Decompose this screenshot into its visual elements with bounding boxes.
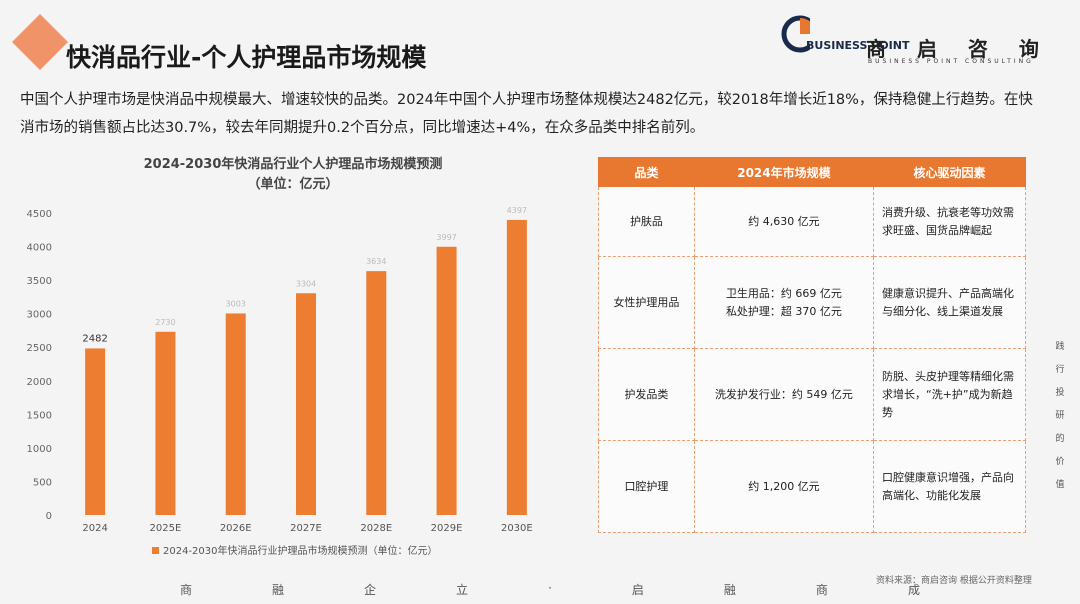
size-cell: 约 1,200 亿元	[693, 440, 875, 533]
size-line: 洗发护发行业：约 549 亿元	[714, 387, 853, 401]
y-tick-label: 2000	[27, 377, 52, 388]
motto-char: 立	[456, 583, 469, 597]
chart-subtitle: （单位：亿元）	[247, 176, 338, 192]
bar	[366, 271, 387, 515]
driver-cell: 口腔健康意识增强，产品向高端化、功能化发展	[873, 440, 1026, 533]
size-cell: 洗发护发行业：约 549 亿元	[693, 348, 875, 441]
x-tick-label: 2029E	[431, 523, 463, 534]
driver-cell: 防脱、头皮护理等精细化需求增长，“洗+护”成为新趋势	[873, 348, 1026, 441]
size-line: 卫生用品：约 669 亿元	[725, 286, 842, 300]
motto-char: 融	[272, 583, 285, 597]
corner-deco	[12, 14, 68, 70]
x-tick-label: 2028E	[360, 523, 392, 534]
value-label: 3304	[296, 279, 316, 288]
source: 资料来源：商启咨询 根据公开资料整理	[876, 576, 1032, 586]
x-tick-label: 2026E	[220, 523, 252, 534]
legend-label: 2024-2030年快消品行业护理品市场规模预测（单位：亿元）	[163, 544, 438, 557]
category-cell: 口腔护理	[598, 440, 695, 533]
value-label: 3003	[226, 299, 246, 308]
motto-char: ·	[548, 581, 552, 595]
y-tick-label: 500	[33, 477, 52, 488]
bar	[85, 348, 106, 515]
value-label: 3997	[436, 233, 456, 242]
bar	[436, 246, 457, 515]
page-title: 快消品行业-个人护理品市场规模	[66, 43, 427, 72]
bar	[225, 313, 246, 515]
chart-title: 2024-2030年快消品行业个人护理品市场规模预测	[144, 156, 443, 172]
motto-char: 成	[907, 583, 920, 597]
table-row: 护肤品 约 4,630 亿元 消费升级、抗衰老等功效需求旺盛、国货品牌崛起	[598, 186, 1026, 257]
size-line: 约 4,630 亿元	[748, 214, 820, 228]
value-label: 2482	[82, 333, 107, 344]
y-tick-label: 0	[46, 511, 52, 522]
motto-char: 商	[180, 583, 193, 597]
value-label: 4397	[507, 206, 527, 215]
table-row: 口腔护理 约 1,200 亿元 口腔健康意识增强，产品向高端化、功能化发展	[598, 440, 1026, 533]
size-cell: 约 4,630 亿元	[693, 186, 875, 257]
chart: 2024-2030年快消品行业个人护理品市场规模预测 （单位：亿元） 0 500 1…	[27, 156, 533, 557]
x-tick-label: 2024	[82, 523, 107, 534]
y-tick-label: 3500	[27, 276, 52, 287]
table-header: 2024年市场规模	[693, 157, 875, 187]
logo-mark	[781, 15, 810, 53]
table-header: 品类	[598, 157, 695, 187]
motto: 商 融 企 立 · 启 融 商 成	[180, 581, 920, 598]
size-cell: 卫生用品：约 669 亿元 私处护理：超 370 亿元	[693, 256, 875, 349]
motto-char: 商	[815, 583, 828, 597]
size-line: 约 1,200 亿元	[748, 479, 820, 493]
table-row: 女性护理用品 卫生用品：约 669 亿元 私处护理：超 370 亿元 健康意识提升、产…	[598, 256, 1026, 349]
motto-char: 启	[631, 583, 644, 597]
category-cell: 女性护理用品	[598, 256, 695, 349]
data-table: 品类 2024年市场规模 核心驱动因素护肤品 约 4,630 亿元 消费升级、抗衰老等功…	[598, 157, 1026, 533]
y-tick-label: 1000	[27, 444, 52, 455]
table-row: 护发品类 洗发护发行业：约 549 亿元 防脱、头皮护理等精细化需求增长，“洗+护”…	[598, 348, 1026, 441]
table-header: 核心驱动因素	[873, 157, 1026, 187]
side-text: 践行投研的价值	[1055, 342, 1065, 490]
value-label: 2730	[155, 318, 175, 327]
logo-cn: 商 启 咨 询	[866, 37, 1051, 61]
x-tick-label: 2025E	[150, 523, 182, 534]
bar	[155, 331, 176, 515]
category-cell: 护发品类	[598, 348, 695, 441]
y-tick-label: 3000	[27, 310, 52, 321]
y-tick-label: 2500	[27, 343, 52, 354]
y-tick-label: 4000	[27, 243, 52, 254]
motto-char: 企	[364, 583, 377, 597]
x-tick-label: 2030E	[501, 523, 533, 534]
logo-en: BUSINESS POINT	[806, 39, 910, 52]
bar	[296, 293, 316, 515]
y-tick-label: 4500	[27, 209, 52, 220]
legend-swatch	[152, 547, 159, 554]
driver-cell: 健康意识提升、产品高端化与细分化、线上渠道发展	[873, 256, 1026, 349]
bar	[506, 219, 527, 515]
driver-cell: 消费升级、抗衰老等功效需求旺盛、国货品牌崛起	[873, 186, 1026, 257]
value-label: 3634	[366, 257, 386, 266]
logo-sub: BUSINESS POINT CONSULTING	[868, 58, 1034, 65]
y-tick-label: 1500	[27, 410, 52, 421]
category-cell: 护肤品	[598, 186, 695, 257]
intro-text: 中国个人护理市场是快消品中规模最大、增速较快的品类。2024年中国个人护理市场整…	[20, 92, 1033, 136]
motto-char: 融	[723, 583, 736, 597]
x-tick-label: 2027E	[290, 523, 322, 534]
size-line: 私处护理：超 370 亿元	[725, 304, 842, 318]
